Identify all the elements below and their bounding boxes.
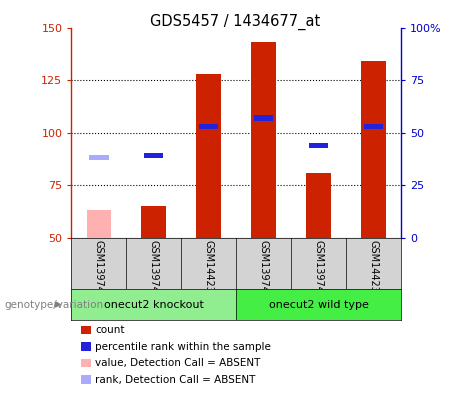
- Text: GSM1442336: GSM1442336: [369, 240, 378, 305]
- Text: percentile rank within the sample: percentile rank within the sample: [95, 342, 272, 352]
- Text: rank, Detection Call = ABSENT: rank, Detection Call = ABSENT: [95, 375, 256, 385]
- Bar: [251, 42, 276, 238]
- Text: onecut2 wild type: onecut2 wild type: [269, 299, 369, 310]
- Bar: [142, 206, 166, 238]
- Text: onecut2 knockout: onecut2 knockout: [104, 299, 204, 310]
- Text: value, Detection Call = ABSENT: value, Detection Call = ABSENT: [95, 358, 261, 368]
- Bar: [199, 124, 219, 129]
- Text: GSM1397409: GSM1397409: [94, 240, 104, 305]
- Text: GSM1442337: GSM1442337: [204, 240, 214, 306]
- Bar: [87, 210, 111, 238]
- Bar: [361, 61, 386, 238]
- Text: GSM1397411: GSM1397411: [259, 240, 269, 305]
- Text: count: count: [95, 325, 125, 335]
- Bar: [364, 124, 383, 129]
- Text: GSM1397410: GSM1397410: [149, 240, 159, 305]
- Bar: [236, 289, 401, 320]
- Bar: [89, 155, 108, 160]
- Bar: [309, 143, 328, 148]
- Bar: [71, 289, 236, 320]
- Bar: [196, 74, 221, 238]
- Bar: [254, 115, 273, 121]
- Bar: [306, 173, 331, 238]
- Text: genotype/variation: genotype/variation: [5, 299, 104, 310]
- Text: GSM1397412: GSM1397412: [313, 240, 324, 306]
- Text: GDS5457 / 1434677_at: GDS5457 / 1434677_at: [150, 14, 320, 30]
- Bar: [144, 153, 164, 158]
